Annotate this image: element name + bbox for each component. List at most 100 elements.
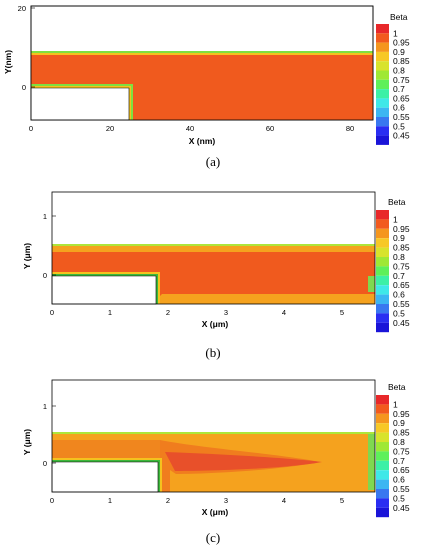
legend-swatch	[376, 275, 389, 286]
xtick-label: 4	[282, 496, 286, 505]
contour-inlet	[52, 440, 160, 460]
legend-label: 0.45	[393, 503, 410, 513]
legend-label: 0.65	[393, 465, 410, 475]
legend-label: 0.65	[393, 93, 410, 103]
xtick-label: 5	[340, 308, 344, 317]
legend-label: 1	[393, 28, 398, 38]
xtick-label: 1	[108, 308, 112, 317]
legend-swatch	[376, 257, 389, 267]
legend-swatch	[376, 107, 389, 117]
xtick-label: 40	[186, 124, 194, 133]
legend-swatch	[376, 470, 389, 480]
legend-swatch	[376, 117, 389, 127]
legend-swatch	[376, 238, 389, 248]
legend-label: 0.75	[393, 75, 410, 85]
legend-label: 0.45	[393, 318, 410, 328]
legend: 10.950.90.850.80.750.70.650.60.550.50.45	[376, 24, 410, 145]
legend-swatch	[376, 498, 389, 508]
xtick-label: 0	[50, 496, 54, 505]
legend-label: 0.95	[393, 409, 410, 419]
legend-label: 0.8	[393, 437, 405, 447]
y-axis-label: Y (μm)	[22, 429, 32, 455]
legend-label: 0.45	[393, 131, 410, 141]
legend-swatch	[376, 24, 389, 34]
legend-swatch	[376, 42, 389, 52]
xtick-label: 20	[106, 124, 114, 133]
xtick-label: 60	[266, 124, 274, 133]
xtick-label: 1	[108, 496, 112, 505]
xtick-label: 0	[29, 124, 33, 133]
ytick-label: 0	[22, 83, 26, 92]
caption-c: (c)	[205, 530, 221, 545]
legend-swatch	[376, 89, 389, 99]
legend-swatch	[376, 135, 389, 145]
legend-label: 1	[393, 399, 398, 409]
ytick-label: 0	[43, 459, 47, 468]
legend-title: Beta	[388, 382, 406, 392]
legend-swatch	[376, 313, 389, 323]
legend-swatch	[376, 432, 389, 442]
legend-swatch	[376, 451, 389, 461]
outlet-band	[368, 276, 375, 292]
legend-label: 0.9	[393, 233, 405, 243]
panel-c-plot: 1 0 0 1 2 3 4 5 X (μm) Y (μm) Beta 10.95…	[22, 379, 410, 518]
outlet-band	[368, 434, 375, 490]
legend-label: 0.85	[393, 428, 410, 438]
legend-swatch	[376, 247, 389, 257]
y-axis-label: Y(nm)	[3, 50, 13, 74]
legend-title: Beta	[390, 12, 408, 22]
legend-label: 0.85	[393, 243, 410, 253]
legend-title: Beta	[388, 197, 406, 207]
xtick-label: 2	[166, 496, 170, 505]
legend: 10.950.90.850.80.750.70.650.60.550.50.45	[376, 395, 410, 518]
legend-label: 0.5	[393, 493, 405, 503]
plot-border	[51, 191, 376, 305]
legend-swatch	[376, 404, 389, 414]
legend-swatch	[376, 61, 389, 71]
panel-b: 1 0 0 1 2 3 4 5 X (μm) Y (μm) Beta 1 0.95…	[0, 178, 426, 358]
legend-swatch	[376, 79, 389, 90]
legend-swatch	[376, 285, 389, 295]
legend-swatch	[376, 33, 389, 43]
legend-label: 0.8	[393, 252, 405, 262]
xtick-label: 3	[224, 308, 228, 317]
legend-label: 0.55	[393, 299, 410, 309]
legend-swatch	[376, 51, 389, 62]
plot-border	[30, 5, 374, 121]
panel-c: 1 0 0 1 2 3 4 5 X (μm) Y (μm) Beta 1 0.95…	[0, 370, 426, 550]
y-axis-label: Y (μm)	[22, 243, 32, 269]
legend-label: 0.65	[393, 280, 410, 290]
legend-label: 0.6	[393, 290, 405, 300]
legend-label: 0.9	[393, 47, 405, 57]
legend-swatch	[376, 210, 389, 220]
legend-label: 0.8	[393, 66, 405, 76]
xtick-label: 5	[340, 496, 344, 505]
legend-label: 0.5	[393, 121, 405, 131]
xtick-label: 4	[282, 308, 286, 317]
panel-a-plot: 20 0 0 20 40 60 80 X (nm) Y(nm) Beta 10.…	[3, 4, 410, 146]
xtick-label: 2	[166, 308, 170, 317]
legend-label: 0.7	[393, 84, 405, 94]
obstacle	[51, 461, 159, 493]
ytick-label: 0	[43, 271, 47, 280]
ytick-label: 1	[43, 402, 47, 411]
ytick-label: 1	[43, 212, 47, 221]
legend-swatch	[376, 266, 389, 276]
legend-swatch	[376, 423, 389, 433]
panel-b-plot: 1 0 0 1 2 3 4 5 X (μm) Y (μm) Beta 10.95…	[22, 191, 410, 333]
legend-swatch	[376, 413, 389, 424]
caption-b: (b)	[205, 345, 221, 360]
legend-swatch	[376, 395, 389, 405]
contour-core	[165, 452, 322, 471]
legend-label: 1	[393, 214, 398, 224]
legend-swatch	[376, 322, 389, 333]
legend-label: 0.75	[393, 446, 410, 456]
legend-label: 0.95	[393, 38, 410, 48]
legend-swatch	[376, 70, 389, 80]
legend-swatch	[376, 460, 389, 471]
legend-swatch	[376, 98, 389, 108]
x-axis-label: X (μm)	[202, 507, 229, 517]
x-axis-label: X (nm)	[189, 136, 216, 146]
xtick-label: 80	[346, 124, 354, 133]
legend-label: 0.6	[393, 475, 405, 485]
